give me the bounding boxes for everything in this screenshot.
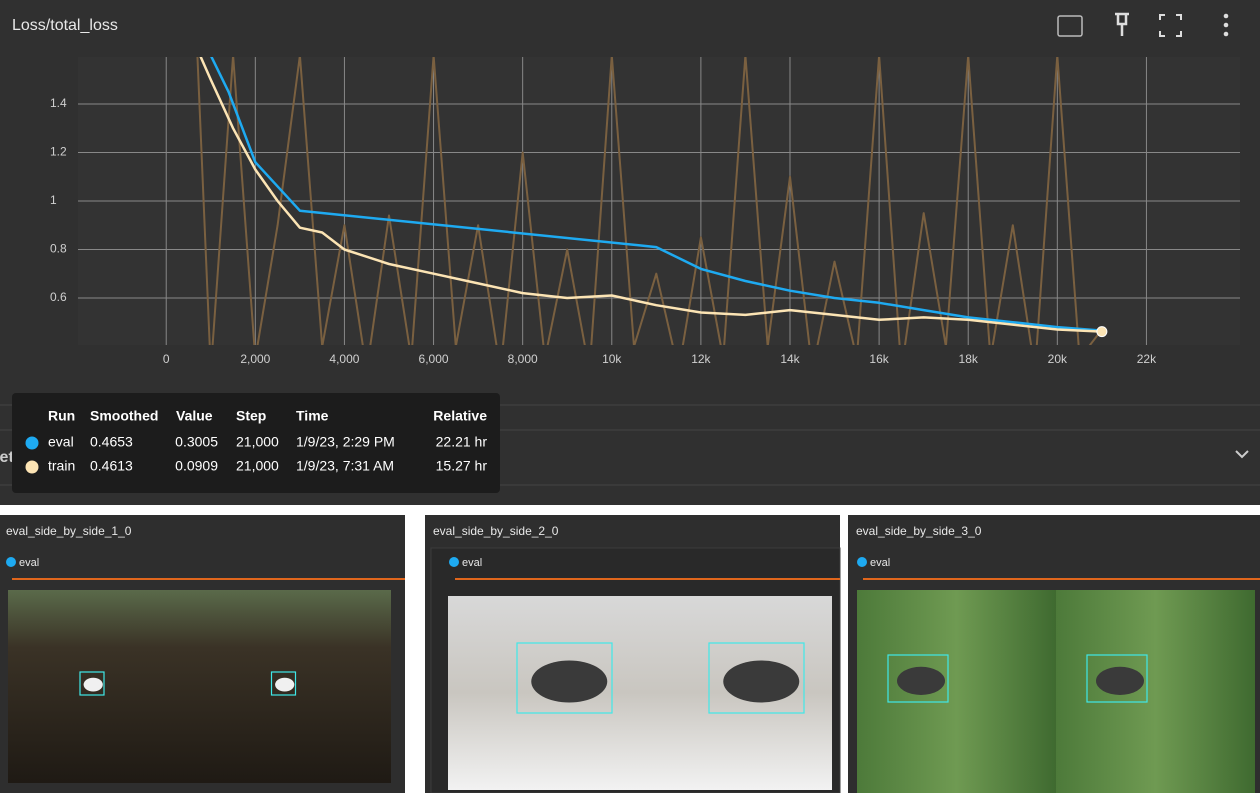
tooltip-cell: train [48,458,75,474]
fullscreen-button[interactable] [1159,14,1182,37]
detection-box [79,671,105,696]
card-title: eval_side_by_side_3_0 [856,524,982,538]
legend-label: eval [462,557,482,569]
tooltip-header: Smoothed [90,408,158,424]
tooltip-cell: 15.27 hr [436,458,488,474]
legend-swatch [6,557,16,567]
tooltip-cell: 0.0909 [175,458,218,474]
tooltip-header: Run [48,408,75,424]
legend-swatch [857,557,867,567]
x-tick-label: 10k [602,352,622,366]
detection-box [270,671,297,696]
x-tick-label: 2,000 [240,352,270,366]
tooltip-cell: 1/9/23, 7:31 AM [296,458,394,474]
tooltip-cell: 21,000 [236,458,279,474]
tooltip-cell: 1/9/23, 2:29 PM [296,434,395,450]
tooltip-header: Value [176,408,213,424]
legend-label: eval [870,557,890,569]
x-tick-label: 18k [959,352,979,366]
tooltip-header: Step [236,408,266,424]
y-tick-label: 1 [50,193,57,207]
y-tick-label: 0.6 [50,290,67,304]
detection-box [708,642,805,714]
x-tick-label: 6,000 [419,352,449,366]
detection-box [1086,654,1148,703]
bird [275,677,295,692]
legend-label: eval [19,557,39,569]
bird [1096,666,1144,695]
detection-box [516,642,613,714]
bird [723,660,800,703]
x-tick-label: 16k [869,352,889,366]
x-tick-label: 22k [1137,352,1157,366]
x-tick-label: 20k [1048,352,1068,366]
image-half [1056,590,1255,793]
legend-swatch [449,557,459,567]
bird [83,677,103,692]
bird [531,660,608,703]
y-tick-label: 1.2 [50,145,67,159]
tooltip-header: Relative [433,408,487,424]
card-title: eval_side_by_side_2_0 [433,524,559,538]
tooltip-cell: 21,000 [236,434,279,450]
tooltip-cell: 0.3005 [175,434,218,450]
tooltip-header: Time [296,408,329,424]
detection-box [887,654,949,703]
expand-chevron[interactable] [1235,450,1249,459]
x-tick-label: 8,000 [508,352,538,366]
chart-title: Loss/total_loss [12,17,118,34]
tooltip-cell: 0.4653 [90,434,133,450]
tooltip [12,393,500,493]
fit-domain-button[interactable] [1057,15,1083,37]
tooltip-cell: eval [48,434,74,450]
y-tick-label: 0.8 [50,242,67,256]
tooltip-cell: 22.21 hr [436,434,488,450]
y-tick-label: 1.4 [50,96,67,110]
series-line [199,57,1102,333]
pin-button[interactable] [1115,12,1129,36]
x-tick-label: 12k [691,352,711,366]
x-tick-label: 0 [163,352,170,366]
tooltip-cell: 0.4613 [90,458,133,474]
more-menu-button[interactable] [1223,13,1229,37]
series-line [210,57,1102,332]
x-tick-label: 14k [780,352,800,366]
x-tick-label: 4,000 [329,352,359,366]
run-swatch [25,436,39,450]
run-swatch [25,460,39,474]
card-title: eval_side_by_side_1_0 [6,524,132,538]
end-marker [1096,326,1108,338]
bird [897,666,945,695]
image-half [857,590,1056,793]
